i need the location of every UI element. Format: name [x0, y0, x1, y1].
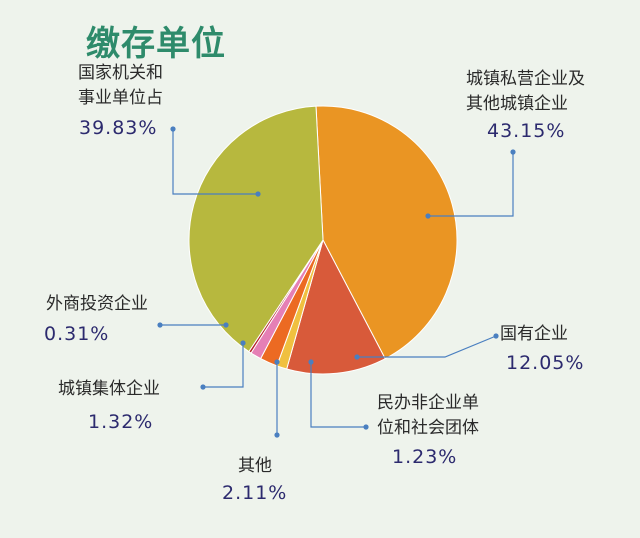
leader-line-collective [203, 343, 244, 388]
leader-dot-state-owned-end [493, 333, 499, 339]
slice-label-private-enterprise-line2: 其他城镇企业 [466, 94, 568, 114]
slice-value-collective: 1.32% [88, 411, 154, 433]
slice-label-government-line1: 国家机关和 [78, 63, 163, 83]
chart-title: 缴存单位 [86, 24, 226, 64]
leader-dot-other-start [274, 359, 280, 365]
slice-value-other: 2.11% [222, 482, 288, 504]
slice-label-collective: 城镇集体企业 [58, 379, 160, 399]
leader-dot-foreign-end [157, 322, 163, 328]
slice-value-state-owned: 12.05% [506, 352, 585, 374]
pie-slice-private-enterprise [315, 105, 458, 360]
leader-dot-nonprofit-end [363, 424, 369, 430]
leader-line-nonprofit [310, 362, 366, 428]
leader-dot-government-end [170, 126, 176, 132]
slice-label-state-owned: 国有企业 [500, 324, 568, 344]
leader-dot-nonprofit-start [308, 359, 314, 365]
pie-slice-government [188, 105, 324, 353]
slice-label-nonprofit-line1: 民办非企业单 [377, 393, 479, 413]
leader-dot-collective-start [240, 340, 246, 346]
slice-label-private-enterprise-line1: 城镇私营企业及 [466, 69, 585, 89]
pie-slice-state-owned [286, 238, 386, 375]
slice-value-nonprofit: 1.23% [392, 446, 458, 468]
slice-label-foreign: 外商投资企业 [46, 294, 148, 314]
leader-dot-collective-end [200, 384, 206, 390]
leader-dot-government-start [255, 191, 261, 197]
slice-label-nonprofit-line2: 位和社会团体 [377, 418, 479, 438]
slice-value-foreign: 0.31% [44, 323, 110, 345]
leader-dot-private-enterprise-end [510, 149, 516, 155]
slice-value-government: 39.83% [79, 117, 158, 139]
leader-dot-other-end [274, 432, 280, 438]
slice-value-private-enterprise: 43.15% [487, 120, 566, 142]
slice-label-other: 其他 [238, 456, 272, 476]
leader-line-state-owned [357, 335, 497, 358]
leader-dot-foreign-start [223, 322, 229, 328]
slice-label-government-line2: 事业单位占 [78, 88, 163, 108]
leader-line-private-enterprise [428, 152, 514, 217]
leader-dot-state-owned-start [354, 354, 360, 360]
leader-dot-private-enterprise-start [425, 213, 431, 219]
leader-line-government [172, 129, 258, 195]
